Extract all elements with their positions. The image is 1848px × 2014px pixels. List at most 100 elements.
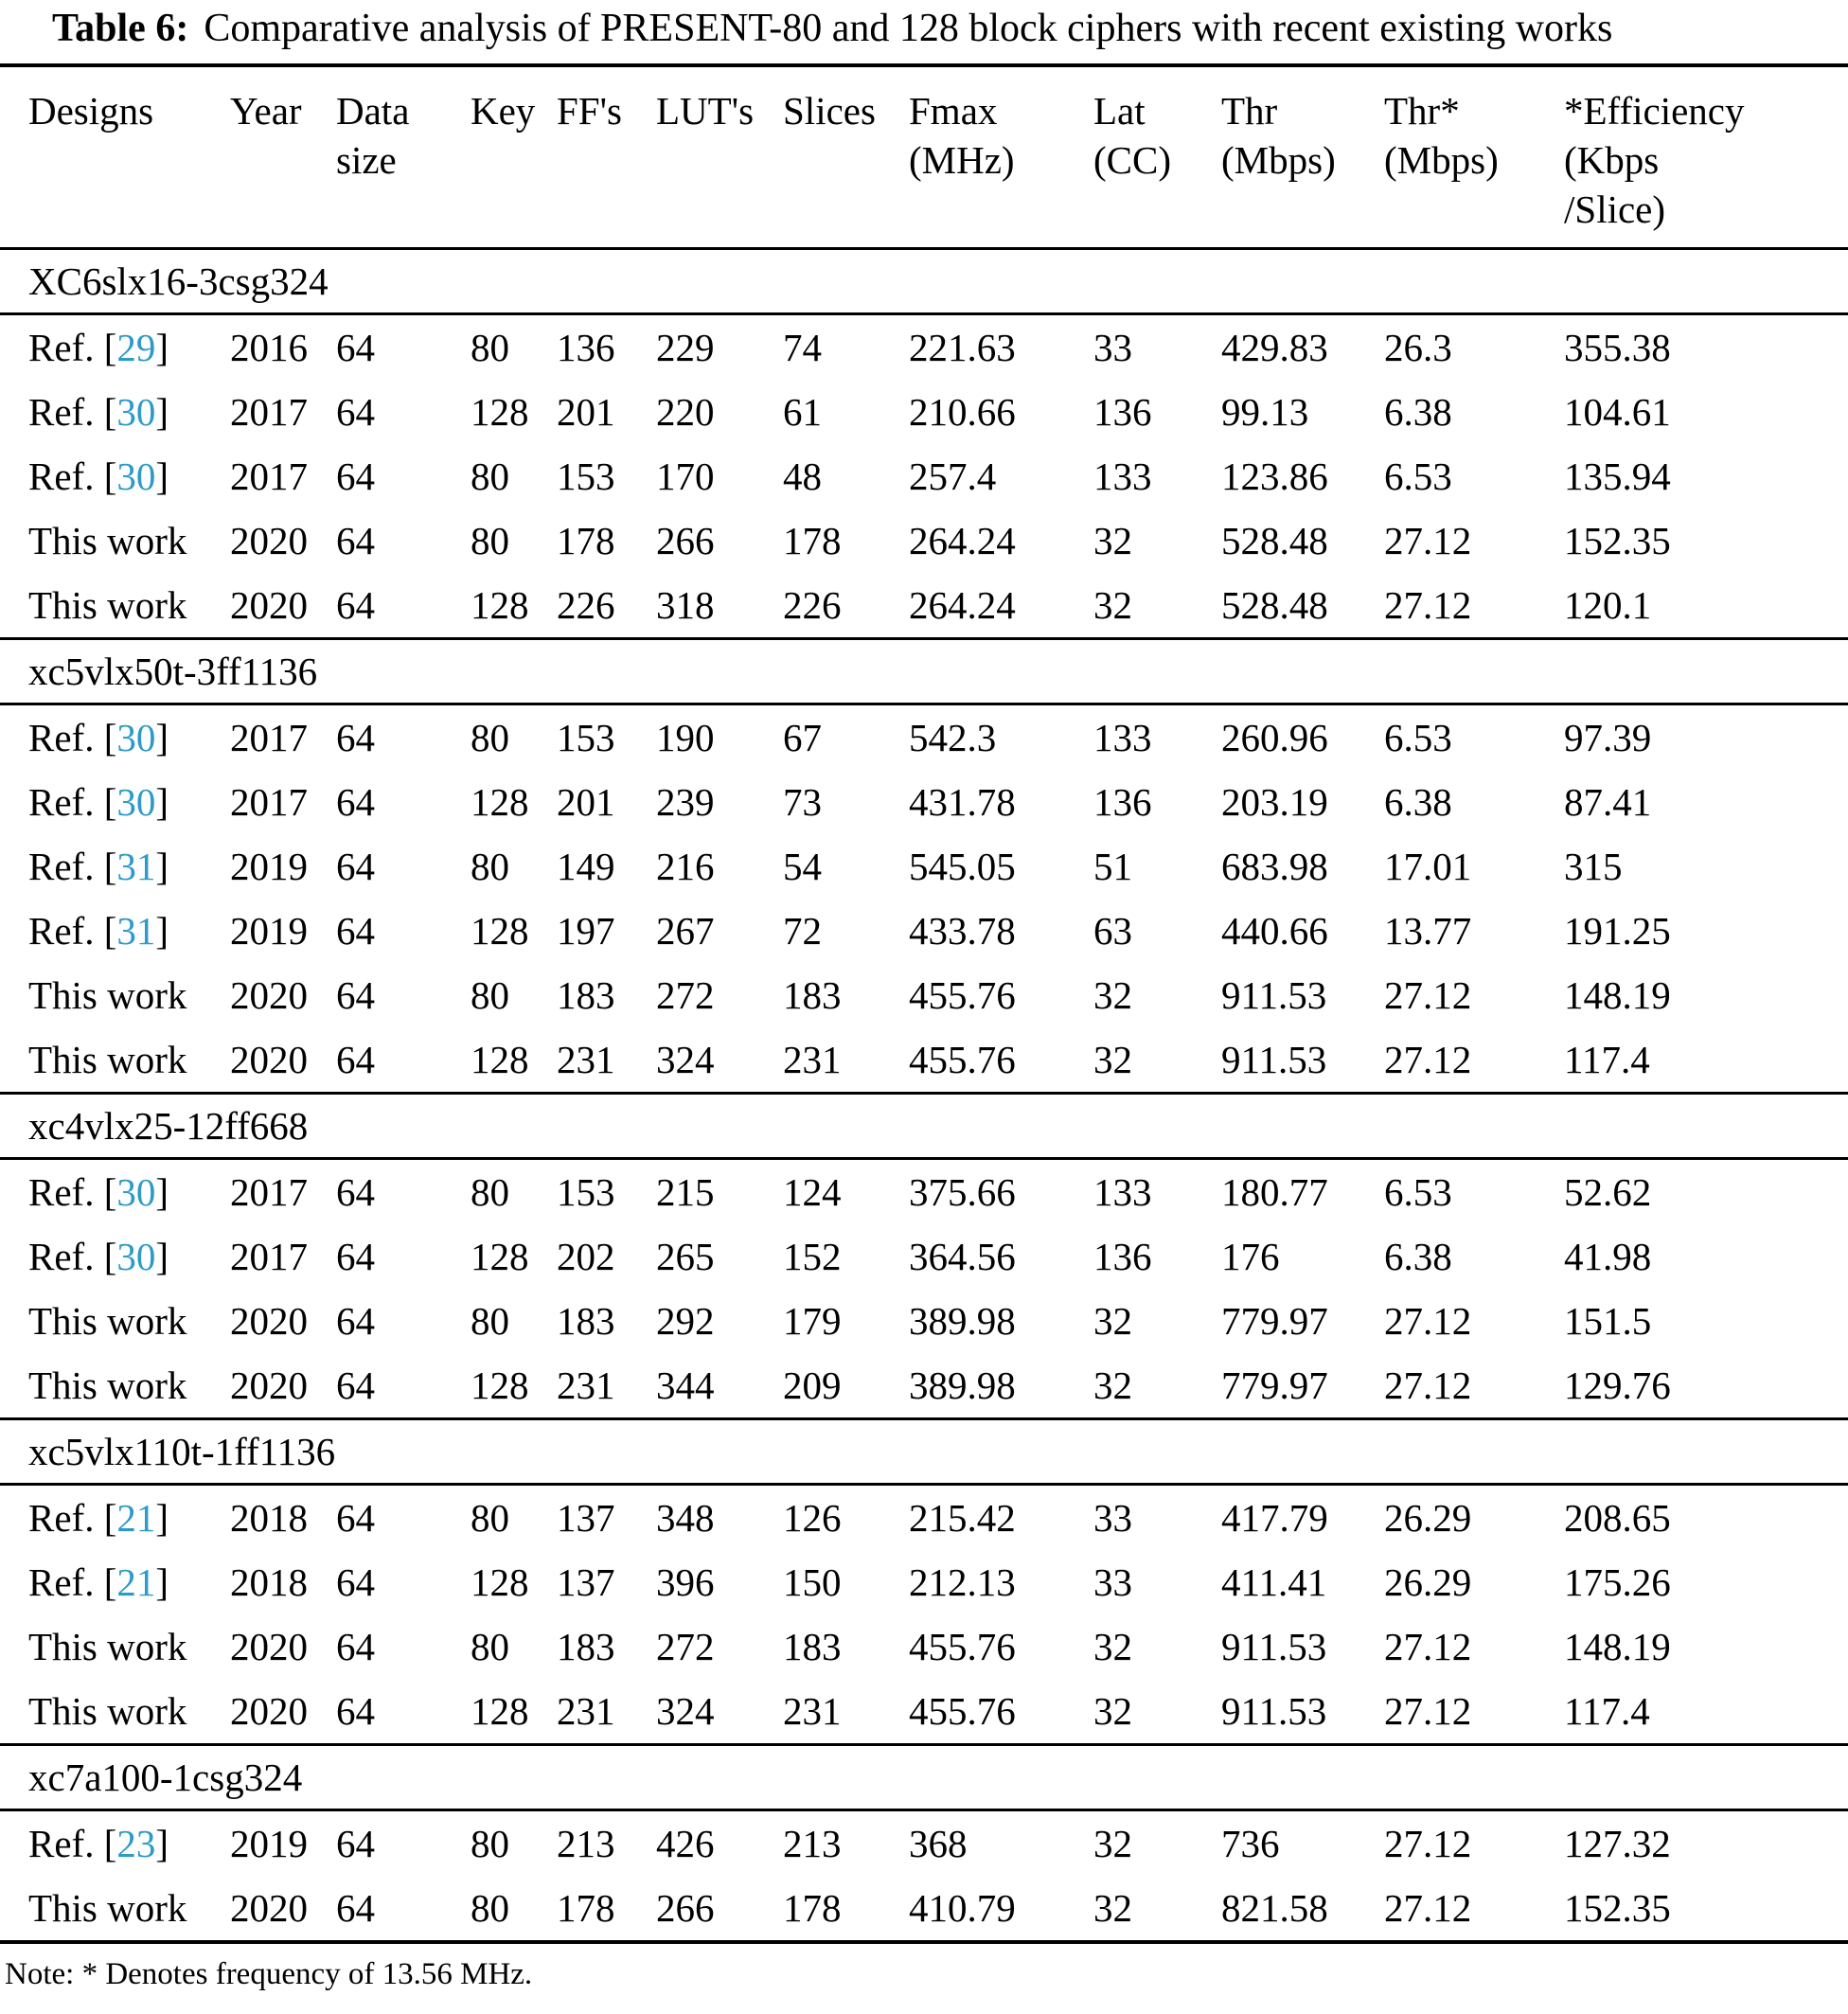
cell-design: Ref. [30] [0, 380, 230, 444]
cell-luts: 426 [656, 1822, 715, 1865]
device-section-header: xc5vlx110t-1ff1136 [0, 1417, 1848, 1486]
table-row: Ref. [29] 2016 64 80 136 229 74 221.63 33 429.83 2… [0, 314, 1848, 381]
cell-key: 128 [471, 1363, 529, 1407]
cell-efficiency: 152.35 [1564, 519, 1671, 562]
cell-efficiency: 148.19 [1564, 973, 1671, 1017]
cell-luts: 266 [656, 1876, 783, 1944]
cell-efficiency: 104.61 [1564, 390, 1671, 434]
citation-link[interactable]: 30 [116, 390, 156, 434]
cell-lat: 136 [1093, 780, 1152, 824]
citation-link[interactable]: 21 [116, 1496, 156, 1540]
table-body: XC6slx16-3csg324 Ref. [29] 2016 64 80 136 229 7… [0, 247, 1848, 1944]
cell-key: 80 [471, 1822, 509, 1865]
cell-thr-star: 26.29 [1384, 1560, 1472, 1604]
cell-design: Ref. [21] [0, 1485, 230, 1551]
cell-fmax: 431.78 [909, 780, 1016, 824]
table-row: Ref. [23] 2019 64 80 213 426 213 368 32 736 27.12 1… [0, 1810, 1848, 1877]
device-section-row: XC6slx16-3csg324 [0, 247, 1848, 315]
cell-fmax: 375.66 [909, 1170, 1016, 1214]
cell-lat: 32 [1093, 1038, 1132, 1081]
cell-ffs: 202 [557, 1235, 615, 1278]
cell-slices: 61 [783, 390, 822, 434]
cell-ffs: 231 [557, 1363, 615, 1407]
cell-thr-star: 6.53 [1384, 1170, 1452, 1214]
citation-link[interactable]: 31 [116, 909, 156, 953]
cell-key: 128 [471, 583, 529, 627]
cell-ffs: 183 [557, 1299, 615, 1343]
cell-luts: 348 [656, 1496, 715, 1540]
citation-link[interactable]: 30 [116, 1170, 156, 1214]
citation-link[interactable]: 30 [116, 716, 156, 759]
cell-key: 80 [471, 1876, 557, 1944]
cell-luts: 215 [656, 1170, 715, 1214]
table-row: Ref. [21] 2018 64 128 137 396 150 212.13 33 411.4… [0, 1550, 1848, 1614]
cell-key: 80 [471, 1170, 509, 1214]
cell-year: 2020 [230, 973, 308, 1017]
cell-luts: 190 [656, 716, 715, 759]
cell-design: This work [28, 973, 187, 1017]
citation-link[interactable]: 30 [116, 1235, 156, 1278]
col-header-designs: Designs [0, 67, 230, 250]
cell-data-size: 64 [336, 973, 375, 1017]
citation-link[interactable]: 23 [116, 1822, 156, 1865]
cell-ffs: 183 [557, 1625, 615, 1668]
cell-key: 80 [471, 716, 509, 759]
device-section-row: xc5vlx110t-1ff1136 [0, 1417, 1848, 1486]
cell-design: Ref. [30] [0, 444, 230, 508]
cell-lat: 32 [1093, 1299, 1132, 1343]
cell-thr: 417.79 [1221, 1496, 1328, 1540]
citation-link[interactable]: 29 [116, 326, 156, 369]
cell-data-size: 64 [336, 1170, 375, 1214]
cell-lat: 32 [1093, 1876, 1221, 1944]
cell-thr: 123.86 [1221, 454, 1328, 498]
cell-lat: 32 [1093, 973, 1132, 1017]
cell-thr: 176 [1221, 1235, 1280, 1278]
cell-thr: 736 [1221, 1822, 1280, 1865]
table-number: Table 6: [52, 7, 189, 50]
table-row: Ref. [31] 2019 64 80 149 216 54 545.05 51 683.98 1… [0, 834, 1848, 899]
cell-data-size: 64 [336, 454, 375, 498]
citation-link[interactable]: 21 [116, 1560, 156, 1604]
cell-fmax: 257.4 [909, 454, 997, 498]
cell-thr-star: 27.12 [1384, 1038, 1472, 1081]
design-label: ] [155, 716, 169, 759]
cell-fmax: 210.66 [909, 390, 1016, 434]
cell-key: 80 [471, 326, 509, 369]
cell-fmax: 221.63 [909, 326, 1016, 369]
cell-fmax: 389.98 [909, 1299, 1016, 1343]
cell-slices: 231 [783, 1038, 842, 1081]
citation-link[interactable]: 30 [116, 780, 156, 824]
cell-year: 2017 [230, 454, 308, 498]
table-footnote: Note: * Denotes frequency of 13.56 MHz. [5, 1957, 533, 1991]
cell-data-size: 64 [336, 1822, 375, 1865]
cell-thr-star: 27.12 [1384, 1363, 1472, 1407]
cell-year: 2020 [230, 1363, 308, 1407]
cell-thr: 528.48 [1221, 519, 1328, 562]
citation-link[interactable]: 31 [116, 845, 156, 888]
cell-thr-star: 27.12 [1384, 519, 1472, 562]
design-label: ] [155, 909, 169, 953]
cell-thr: 683.98 [1221, 845, 1328, 888]
cell-thr-star: 27.12 [1384, 1689, 1472, 1733]
table-caption-text: Comparative analysis of PRESENT-80 and 1… [204, 7, 1613, 50]
cell-efficiency: 117.4 [1564, 1689, 1650, 1733]
cell-ffs: 213 [557, 1822, 615, 1865]
cell-fmax: 410.79 [909, 1876, 1093, 1944]
cell-thr-star: 6.53 [1384, 454, 1452, 498]
cell-thr: 911.53 [1221, 973, 1327, 1017]
cell-data-size: 64 [336, 845, 375, 888]
table-row: This work 2020 64 80 178 266 178 264.24 32 528.48… [0, 508, 1848, 573]
cell-data-size: 64 [336, 1625, 375, 1668]
citation-link[interactable]: 30 [116, 454, 156, 498]
cell-year: 2020 [230, 583, 308, 627]
cell-data-size: 64 [336, 1235, 375, 1278]
design-label: Ref. [ [28, 326, 117, 369]
cell-lat: 133 [1093, 1170, 1152, 1214]
cell-lat: 32 [1093, 1822, 1132, 1865]
cell-efficiency: 129.76 [1564, 1363, 1671, 1407]
cell-luts: 220 [656, 390, 715, 434]
cell-luts: 272 [656, 973, 715, 1017]
cell-key: 80 [471, 973, 509, 1017]
cell-key: 128 [471, 1038, 529, 1081]
cell-key: 128 [471, 390, 529, 434]
